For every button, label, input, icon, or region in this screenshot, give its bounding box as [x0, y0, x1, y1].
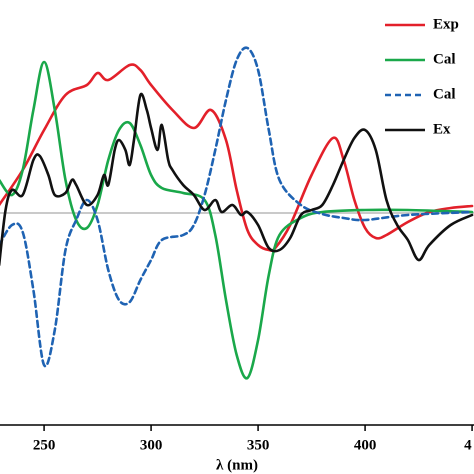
x-tick-label: 400 — [354, 437, 377, 453]
series-line — [0, 60, 474, 380]
legend-label: Cal — [433, 86, 456, 102]
x-axis-label: λ (nm) — [216, 457, 258, 473]
legend-label: Exp — [433, 16, 459, 32]
legend-label: Cal — [433, 51, 456, 67]
x-tick-label: 250 — [33, 437, 56, 453]
series-line — [0, 46, 474, 368]
series-line — [0, 63, 474, 253]
x-tick-label: 4 — [464, 437, 472, 453]
series-line — [0, 92, 474, 266]
legend-label: Ex — [433, 121, 451, 137]
x-tick-label: 300 — [140, 437, 163, 453]
x-tick-label: 350 — [247, 437, 270, 453]
